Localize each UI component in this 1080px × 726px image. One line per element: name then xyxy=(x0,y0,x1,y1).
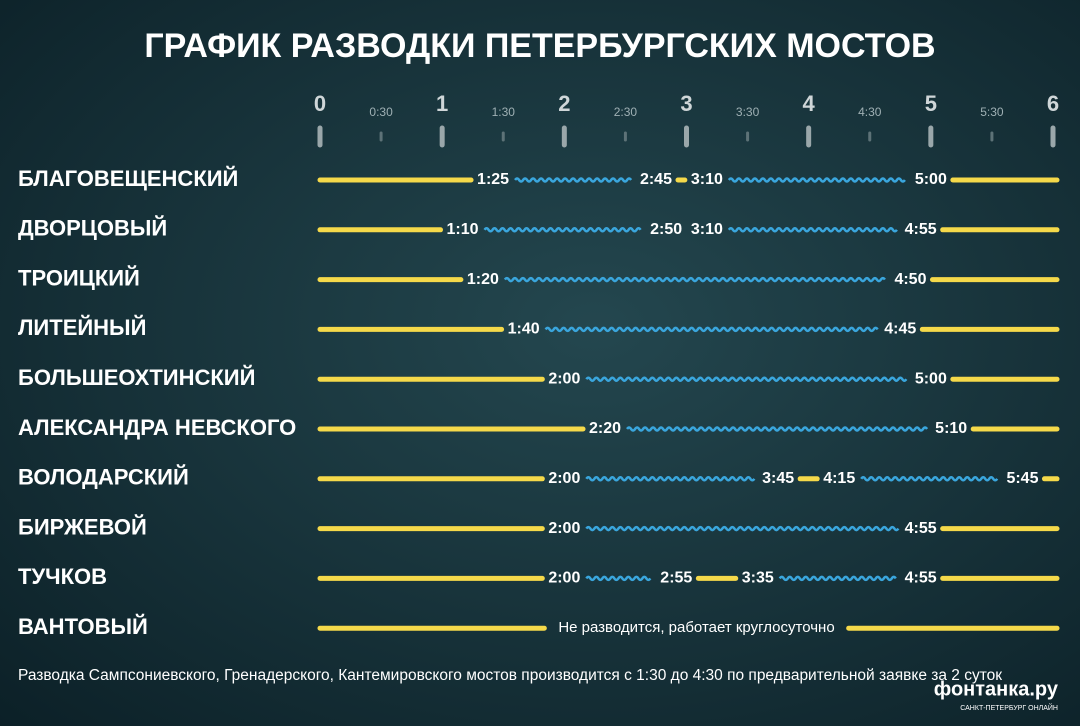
row-label: БИРЖЕВОЙ xyxy=(18,514,147,539)
logo: фонтанка.ру xyxy=(934,678,1059,700)
row-label: АЛЕКСАНДРА НЕВСКОГО xyxy=(18,415,296,440)
time-label: 4:55 xyxy=(905,570,937,587)
open-span xyxy=(727,177,906,183)
logo-subtitle: САНКТ-ПЕТЕРБУРГ ОНЛАЙН xyxy=(960,703,1058,712)
row-label: ВОЛОДАРСКИЙ xyxy=(18,465,189,490)
time-label: 4:15 xyxy=(823,470,855,487)
row-label: ДВОРЦОВЫЙ xyxy=(18,216,167,241)
time-label: 4:45 xyxy=(884,321,916,338)
open-span xyxy=(626,426,929,432)
time-label: 2:45 xyxy=(640,171,672,188)
row-label: ТРОИЦКИЙ xyxy=(18,265,140,290)
open-span xyxy=(585,376,908,382)
time-label: 5:45 xyxy=(1006,470,1038,487)
time-label: 5:00 xyxy=(915,171,947,188)
x-tick-label: 0:30 xyxy=(369,105,393,119)
x-tick-label: 4:30 xyxy=(858,105,882,119)
open-span xyxy=(860,476,999,482)
x-tick-label: 5:30 xyxy=(980,105,1004,119)
time-label: 3:10 xyxy=(691,221,723,238)
row-label: ЛИТЕЙНЫЙ xyxy=(18,315,146,340)
open-span xyxy=(585,525,900,532)
time-label: 2:00 xyxy=(548,370,580,387)
time-label: 3:10 xyxy=(691,171,723,188)
x-tick-label: 4 xyxy=(803,91,816,116)
row-label: БОЛЬШЕОХТИНСКИЙ xyxy=(18,365,255,390)
time-label: 2:55 xyxy=(660,570,692,587)
x-tick-label: 1:30 xyxy=(492,105,516,119)
x-tick-label: 3 xyxy=(680,91,692,116)
x-tick-label: 3:30 xyxy=(736,105,760,119)
time-label: 5:10 xyxy=(935,420,967,437)
time-label: 2:00 xyxy=(548,470,580,487)
time-label: 1:25 xyxy=(477,171,509,188)
open-span xyxy=(503,276,886,283)
open-span xyxy=(585,575,652,582)
footnote: Разводка Сампсониевского, Гренадерского,… xyxy=(18,667,1002,684)
row-label: БЛАГОВЕЩЕНСКИЙ xyxy=(18,166,238,191)
x-tick-label: 0 xyxy=(314,91,326,116)
row-note: Не разводится, работает круглосуточно xyxy=(558,619,834,636)
open-span xyxy=(514,177,633,183)
open-span xyxy=(778,575,897,582)
time-label: 2:20 xyxy=(589,420,621,437)
time-label: 3:45 xyxy=(762,470,794,487)
open-span xyxy=(544,326,879,333)
time-label: 2:00 xyxy=(548,520,580,537)
time-label: 1:40 xyxy=(508,321,540,338)
chart-title: ГРАФИК РАЗВОДКИ ПЕТЕРБУРГСКИХ МОСТОВ xyxy=(144,27,935,65)
open-span xyxy=(585,476,756,482)
time-label: 4:50 xyxy=(894,271,926,288)
x-tick-label: 2:30 xyxy=(614,105,638,119)
time-label: 4:55 xyxy=(905,520,937,537)
x-tick-label: 2 xyxy=(558,91,570,116)
x-tick-label: 6 xyxy=(1047,91,1059,116)
row-label: ВАНТОВЫЙ xyxy=(18,614,148,639)
time-label: 2:00 xyxy=(548,570,580,587)
open-span xyxy=(727,227,898,233)
row-label: ТУЧКОВ xyxy=(18,564,107,589)
time-label: 1:10 xyxy=(447,221,479,238)
time-label: 5:00 xyxy=(915,370,947,387)
time-label: 3:35 xyxy=(742,570,774,587)
x-tick-label: 5 xyxy=(925,91,937,116)
time-label: 4:55 xyxy=(905,221,937,238)
open-span xyxy=(483,227,642,233)
time-label: 2:50 xyxy=(650,221,682,238)
time-label: 1:20 xyxy=(467,271,499,288)
x-tick-label: 1 xyxy=(436,91,448,116)
